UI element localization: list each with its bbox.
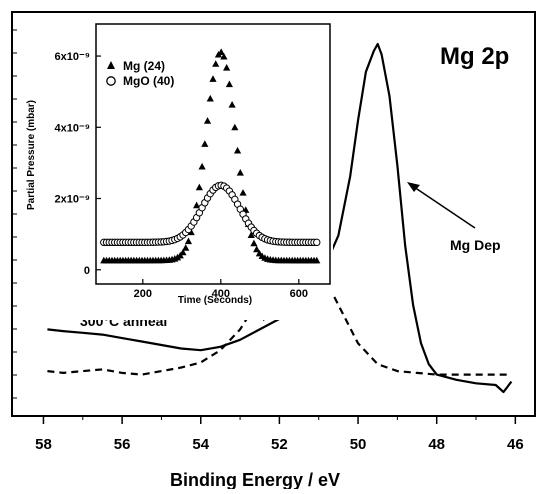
inset-point-mg <box>182 244 190 251</box>
inset-point-mg <box>250 239 258 247</box>
inset-point-mg <box>193 201 201 209</box>
inset-point-mg <box>217 48 225 56</box>
inset-point-mg <box>239 189 247 196</box>
inset-series-group <box>100 48 321 264</box>
inset-y-axis-title: Partial Pressure (mbar) <box>26 100 37 210</box>
inset-point-mg <box>223 63 231 71</box>
main-x-ticks: 58 56 54 52 50 48 46 <box>35 416 524 453</box>
panel-label: Mg 2p <box>440 43 509 70</box>
annotation-mg-dep: Mg Dep <box>450 237 501 253</box>
annotation-mg-dep-arrowhead <box>407 182 420 192</box>
legend-marker-mg <box>107 61 115 69</box>
main-x-tick-label: 50 <box>350 436 367 453</box>
main-y-ticks <box>12 29 17 399</box>
main-x-tick-label: 54 <box>192 436 209 453</box>
inset-point-mg <box>225 80 233 88</box>
legend-label-mgo: MgO (40) <box>123 74 174 88</box>
inset-y-tick-label: 0 <box>84 265 90 277</box>
series-line-solid <box>47 42 513 394</box>
main-x-tick-label: 56 <box>114 436 131 453</box>
inset-point-mg <box>179 248 187 256</box>
inset-point-mg <box>253 245 261 253</box>
legend-marker-mgo <box>106 76 116 86</box>
inset-x-tick-label: 400 <box>212 288 230 300</box>
inset-point-mg <box>231 123 239 131</box>
main-x-tick-label: 48 <box>428 436 445 453</box>
inset-x-tick-label: 600 <box>290 288 308 300</box>
inset-point-mg <box>195 183 203 191</box>
inset-y-tick-label: 4x10⁻⁹ <box>55 122 91 134</box>
inset-x-axis-title: Time (Seconds) <box>178 295 252 306</box>
inset-y-tick-label: 2x10⁻⁹ <box>55 194 91 206</box>
x-axis-title: Binding Energy / eV <box>170 470 340 489</box>
annotation-mg-dep-arrow <box>413 186 476 229</box>
inset-point-mg <box>313 256 321 264</box>
inset-point-mg <box>198 162 206 170</box>
inset-point-mg <box>220 52 228 60</box>
inset-point-mg <box>212 60 220 67</box>
main-x-tick-label: 46 <box>507 436 524 453</box>
inset-x-ticks: 200 400 600 <box>134 279 308 300</box>
inset-point-mg <box>203 117 212 124</box>
inset-y-ticks: 0 2x10⁻⁹ 4x10⁻⁹ 6x10⁻⁹ <box>55 51 101 277</box>
inset-background <box>20 20 333 320</box>
inset-point-mg <box>247 231 255 238</box>
inset-point-mg <box>184 237 193 245</box>
inset-point-mg <box>236 169 244 176</box>
main-x-tick-label: 58 <box>35 436 52 453</box>
inset-plot-frame <box>95 23 331 285</box>
inset-point-mg <box>228 100 236 108</box>
inset-point-mg <box>233 146 242 154</box>
inset-point-mgo <box>313 238 321 247</box>
inset-point-mg <box>201 140 209 147</box>
main-x-tick-label: 52 <box>271 436 288 453</box>
inset-point-mg <box>206 94 214 102</box>
inset-y-tick-label: 6x10⁻⁹ <box>55 51 91 63</box>
inset-point-mg <box>209 75 217 82</box>
inset-x-tick-label: 200 <box>134 288 152 300</box>
legend-label-mg: Mg (24) <box>123 59 165 73</box>
